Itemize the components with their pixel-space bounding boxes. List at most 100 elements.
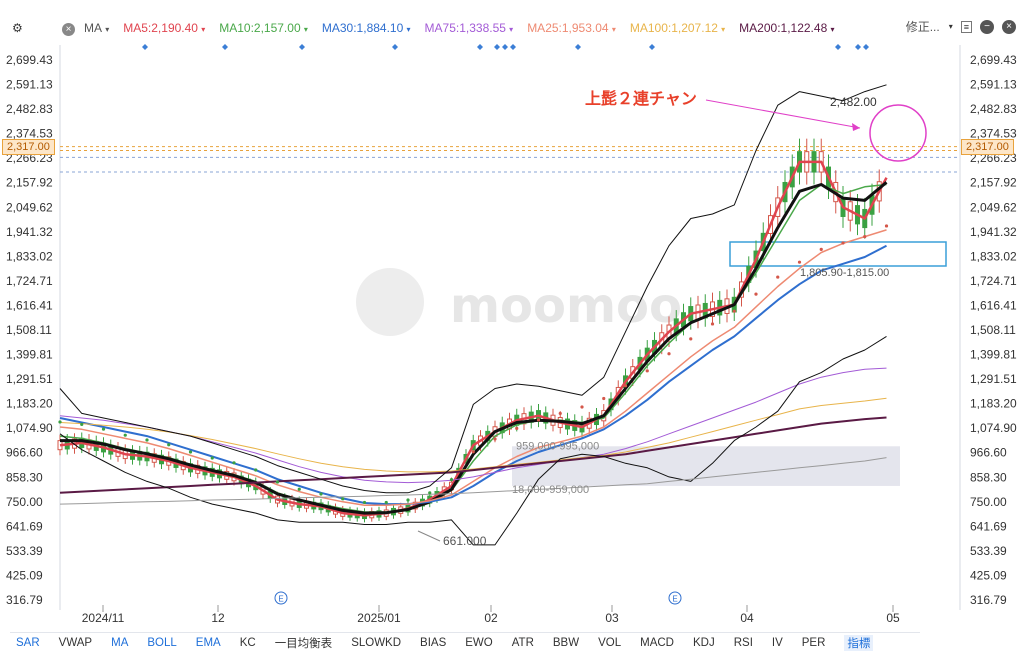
ma100-label[interactable]: MA100:1,207.12 ▾ — [629, 21, 726, 35]
y-tick-left: 316.79 — [6, 593, 43, 607]
tab-10[interactable]: ATR — [511, 637, 534, 649]
price-tag-right: 2,317.00 — [961, 139, 1014, 155]
tab-16[interactable]: IV — [771, 637, 783, 649]
tab-7[interactable]: SLOWKD — [351, 637, 402, 649]
y-tick-left: 2,157.92 — [6, 176, 53, 190]
x-tick: 05 — [886, 611, 900, 625]
sar-dot — [428, 491, 432, 495]
sar-dot — [797, 260, 802, 264]
sar-dot — [863, 235, 867, 239]
minus-icon[interactable]: − — [980, 19, 994, 34]
y-tick-right: 2,699.43 — [970, 53, 1017, 67]
tab-3[interactable]: BOLL — [147, 637, 177, 649]
sar-dot — [80, 422, 84, 426]
watermark-text: moomoo — [450, 278, 682, 334]
sar-dot — [776, 275, 780, 279]
tab-12[interactable]: VOL — [598, 637, 622, 649]
tab-13[interactable]: MACD — [640, 637, 674, 649]
support-zone — [512, 446, 900, 486]
y-tick-left: 533.39 — [6, 544, 43, 558]
annotations: 上髭２連チャン 2,482.00 1,805.90-1,815.00 959,000-… — [417, 89, 927, 548]
sar-dot — [645, 369, 649, 373]
indicator-lines — [59, 84, 888, 546]
tab-5[interactable]: KC — [239, 637, 256, 649]
sar-dot — [167, 443, 171, 447]
tab-15[interactable]: RSI — [733, 637, 753, 649]
y-tick-right: 1,508.11 — [970, 323, 1016, 337]
y-tick-right: 2,049.62 — [970, 200, 1017, 214]
y-tick-right: 1,183.20 — [970, 397, 1017, 411]
y-tick-right: 1,941.32 — [970, 225, 1017, 239]
annotation-arrow — [705, 99, 861, 129]
y-tick-right: 425.09 — [970, 568, 1007, 582]
ma25-label[interactable]: MA25:1,953.04 ▾ — [527, 21, 616, 35]
x-tick: 2024/11 — [82, 611, 125, 625]
sar-dot — [384, 500, 388, 505]
sar-dot — [580, 405, 584, 409]
series-ma25 — [59, 229, 887, 506]
sar-dot — [819, 247, 823, 251]
tab-8[interactable]: BIAS — [420, 637, 447, 649]
signal-marker — [222, 44, 228, 50]
zone-upper-label: 1,805.90-1,815.00 — [800, 267, 889, 279]
low-pointer — [417, 530, 441, 542]
sar-dot — [536, 418, 541, 422]
tab-0[interactable]: SAR — [16, 637, 40, 649]
y-tick-right: 2,591.13 — [970, 78, 1017, 92]
tab-6[interactable]: 一目均衡表 — [274, 638, 333, 650]
tab-2[interactable]: MA — [111, 637, 129, 649]
series-ma100 — [59, 397, 887, 473]
event-marker-label: E — [672, 595, 677, 604]
series-ema — [60, 181, 888, 515]
gear-icon[interactable]: ⚙ — [12, 21, 23, 35]
tab-11[interactable]: BBW — [552, 637, 580, 649]
y-tick-left: 1,616.41 — [6, 298, 53, 312]
signal-marker — [299, 44, 305, 50]
price-chart[interactable]: moomoo 2,699.43 2,699.432,591.13 2,591.132… — [0, 0, 1024, 632]
compare-icon[interactable]: ≡ — [960, 20, 972, 33]
y-tick-left: 2,374.53 — [6, 127, 53, 141]
zones — [60, 146, 960, 486]
close-icon[interactable]: × — [62, 21, 75, 36]
ma5-label[interactable]: MA5:2,190.40 ▾ — [123, 21, 206, 35]
sar-dot — [188, 450, 193, 454]
sar-dot — [101, 427, 106, 431]
y-tick-right: 641.69 — [970, 519, 1007, 533]
signal-marker — [142, 44, 148, 50]
y-tick-left: 858.30 — [6, 470, 43, 484]
tab-9[interactable]: EWO — [465, 637, 493, 649]
arrow-head-icon — [852, 123, 860, 131]
y-tick-right: 1,074.90 — [970, 421, 1017, 435]
sar-dot — [123, 433, 127, 437]
series-boll-l — [59, 335, 887, 546]
x-tick: 04 — [740, 611, 754, 625]
series-ma30 — [59, 244, 887, 506]
series-boll-u — [59, 84, 887, 494]
tab-4[interactable]: EMA — [195, 637, 221, 649]
y-tick-left: 1,183.20 — [6, 397, 53, 411]
tab-14[interactable]: KDJ — [692, 637, 715, 649]
ma30-label[interactable]: MA30:1,884.10 ▾ — [321, 21, 411, 35]
y-tick-right: 1,833.02 — [970, 249, 1017, 263]
tab-18[interactable]: 指標 — [844, 635, 874, 651]
close-circle-icon[interactable]: × — [1002, 19, 1016, 34]
ma200-label[interactable]: MA200:1,122.48 ▾ — [739, 21, 835, 35]
indicator-toolbar: ⚙ × MA ▾ MA5:2,190.40 ▾ MA10:2,157.00 ▾ … — [0, 0, 1024, 40]
x-tick: 2025/01 — [357, 611, 401, 625]
edit-menu[interactable]: 修正... — [905, 20, 940, 34]
annotation-title: 上髭２連チャン — [585, 89, 697, 108]
low-label: 661.000 — [443, 534, 487, 548]
tab-17[interactable]: PER — [801, 637, 826, 649]
ma75-label[interactable]: MA75:1,338.55 ▾ — [424, 21, 514, 35]
y-tick-right: 966.60 — [970, 446, 1007, 460]
indicator-select[interactable]: MA ▾ — [84, 21, 110, 35]
event-marker-label: E — [278, 595, 283, 604]
ma10-label[interactable]: MA10:2,157.00 ▾ — [219, 21, 308, 35]
signal-marker — [863, 44, 869, 50]
y-tick-right: 1,399.81 — [970, 348, 1017, 362]
x-tick: 03 — [605, 611, 619, 625]
sar-dot — [602, 396, 606, 401]
tab-1[interactable]: VWAP — [58, 637, 93, 649]
signal-marker — [575, 44, 581, 50]
chevron-down-icon[interactable]: ▾ — [948, 22, 953, 31]
